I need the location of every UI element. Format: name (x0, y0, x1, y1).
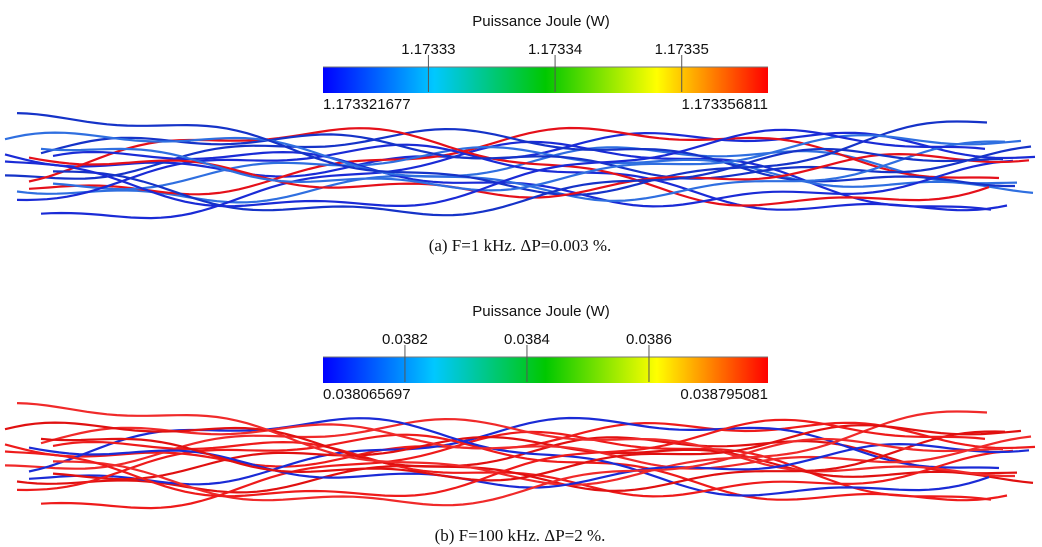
colorbar-max-label: 1.173356811 (682, 96, 768, 113)
colorbar-max-label: 0.038795081 (680, 386, 768, 403)
wire (16, 143, 1008, 212)
wire (16, 112, 988, 196)
tick-label: 0.0386 (626, 331, 672, 348)
tick-label: 1.17334 (528, 41, 582, 58)
wire (4, 128, 986, 208)
wire (28, 126, 1000, 196)
wire (52, 437, 1004, 507)
wire (40, 430, 992, 510)
wire (40, 134, 1022, 192)
wire (16, 402, 988, 486)
wire (28, 416, 1000, 486)
wire (40, 424, 1022, 482)
tick-label: 1.17335 (655, 41, 709, 58)
tick-label: 1.17333 (401, 41, 455, 58)
wire (52, 436, 1034, 484)
wire (52, 147, 1004, 217)
wire (4, 418, 986, 498)
colorbar-title: Puissance Joule (W) (472, 303, 610, 320)
wire (28, 442, 1030, 489)
tick-label: 0.0382 (382, 331, 428, 348)
colorbar (323, 67, 768, 93)
colorbar-title: Puissance Joule (W) (472, 13, 610, 30)
colorbar-min-label: 1.173321677 (323, 96, 411, 113)
tick-label: 0.0384 (504, 331, 550, 348)
caption: (a) F=1 kHz. ΔP=0.003 %. (429, 236, 612, 255)
wire (16, 433, 1008, 502)
colorbar-min-label: 0.038065697 (323, 386, 411, 403)
caption: (b) F=100 kHz. ΔP=2 %. (435, 526, 606, 545)
wire (52, 146, 1034, 194)
wire (40, 140, 992, 220)
colorbar (323, 357, 768, 383)
wire (28, 152, 1030, 199)
